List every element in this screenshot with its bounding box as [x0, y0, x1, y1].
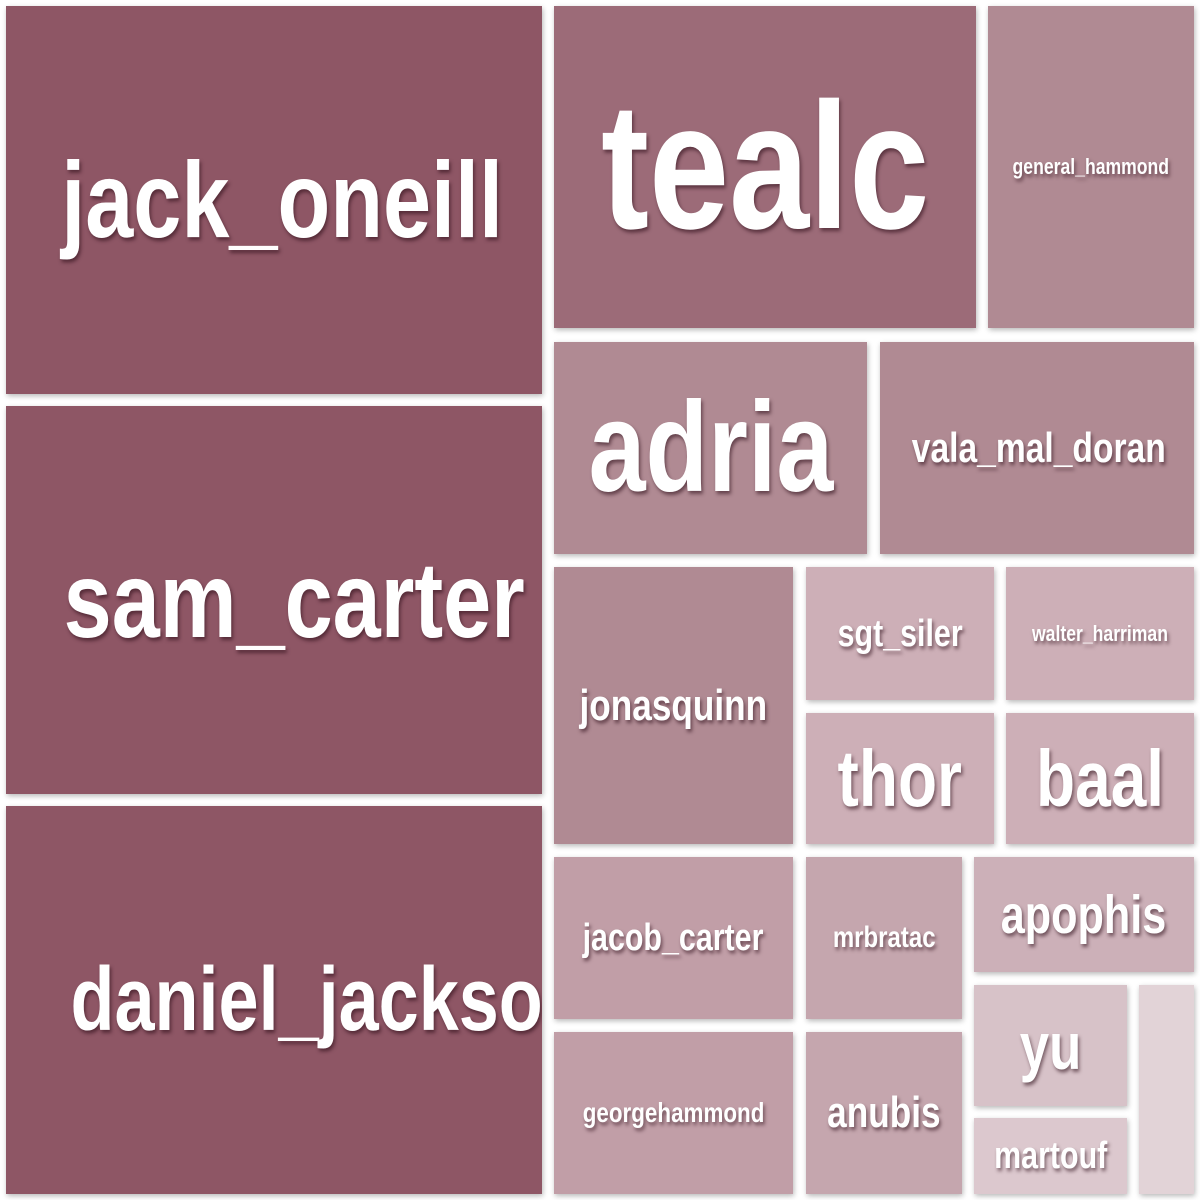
treemap-tile-unlabeled — [1139, 985, 1194, 1194]
treemap-tile-label: general_hammond — [1012, 154, 1170, 179]
treemap-tile-georgehammond: georgehammond — [554, 1032, 793, 1194]
treemap-tile-baal: baal — [1006, 713, 1194, 844]
treemap-tile-martouf: martouf — [974, 1118, 1127, 1194]
treemap-tile-label: sgt_siler — [837, 612, 963, 655]
treemap-tile-jonasquinn: jonasquinn — [554, 567, 793, 844]
treemap-tile-label: sam_carter — [63, 539, 525, 660]
treemap-tile-daniel-jackson: daniel_jackson — [6, 806, 542, 1194]
treemap-tile-sam-carter: sam_carter — [6, 406, 542, 794]
treemap-tile-label: walter_harriman — [1032, 620, 1168, 646]
treemap-tile-adria: adria — [554, 342, 867, 554]
treemap-tile-yu: yu — [974, 985, 1127, 1106]
treemap-tile-label: yu — [1019, 1008, 1082, 1083]
treemap-tile-vala-mal-doran: vala_mal_doran — [880, 342, 1194, 554]
treemap-tile-mrbratac: mrbratac — [806, 857, 962, 1019]
treemap-tile-label: mrbratac — [832, 921, 936, 954]
treemap-tile-label — [1139, 1087, 1194, 1093]
treemap-tile-label: apophis — [1001, 884, 1167, 945]
treemap-tile-thor: thor — [806, 713, 994, 844]
treemap-tile-label: jacob_carter — [583, 917, 764, 959]
treemap-tile-label: tealc — [600, 66, 930, 267]
treemap-tile-sgt-siler: sgt_siler — [806, 567, 994, 700]
treemap-tile-general-hammond: general_hammond — [988, 6, 1194, 328]
treemap-tile-anubis: anubis — [806, 1032, 962, 1194]
treemap-tile-label: thor — [837, 733, 963, 823]
treemap-tile-label: jack_oneill — [61, 139, 504, 260]
treemap-tile-label: daniel_jackson — [70, 950, 542, 1050]
treemap-tile-jacob-carter: jacob_carter — [554, 857, 793, 1019]
treemap-tile-label: georgehammond — [582, 1097, 765, 1128]
treemap-tile-label: adria — [588, 376, 833, 519]
treemap-tile-label: anubis — [827, 1088, 941, 1137]
treemap-tile-tealc: tealc — [554, 6, 976, 328]
treemap-tile-label: martouf — [993, 1135, 1108, 1177]
treemap-tile-label: baal — [1035, 733, 1165, 823]
treemap-tile-label: jonasquinn — [579, 680, 768, 730]
treemap-tile-apophis: apophis — [974, 857, 1194, 972]
treemap-tile-label: vala_mal_doran — [911, 424, 1166, 471]
treemap-tile-jack-oneill: jack_oneill — [6, 6, 542, 394]
treemap-tile-walter-harriman: walter_harriman — [1006, 567, 1194, 700]
